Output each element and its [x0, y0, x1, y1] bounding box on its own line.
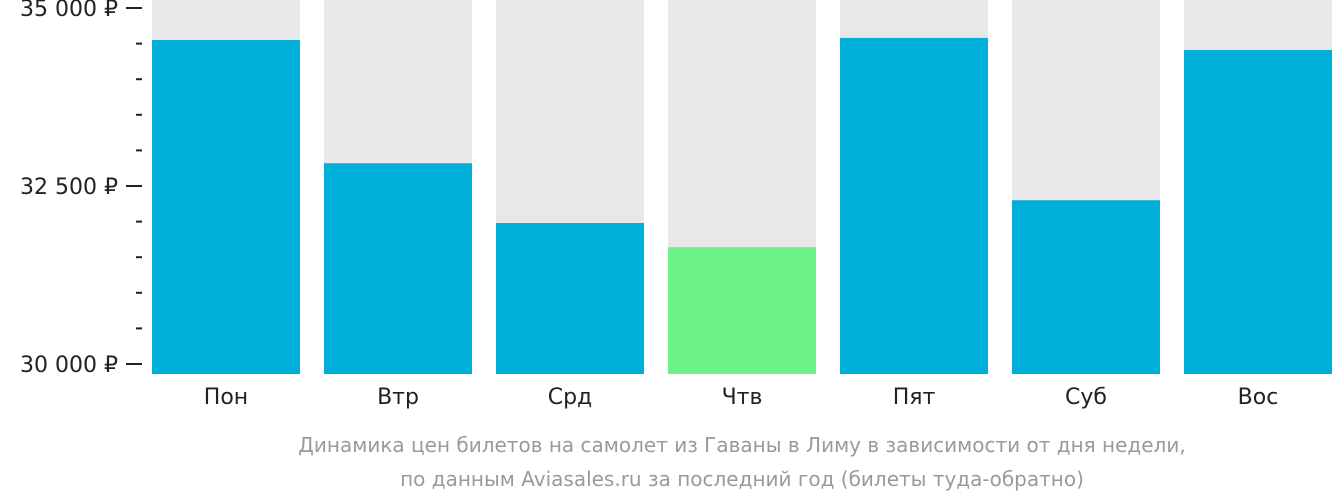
- bar: [496, 223, 644, 374]
- x-tick-label: Пят: [893, 385, 936, 410]
- x-tick-label: Срд: [548, 385, 593, 410]
- x-tick-label: Пон: [204, 385, 248, 410]
- price-by-weekday-bar-chart: 30 000 ₽ 32 500 ₽ 35 000 ₽ Пон Втр Срд Чтв Пят…: [20, 0, 1332, 410]
- x-tick-label: Чтв: [722, 385, 763, 410]
- bar: [840, 37, 988, 375]
- chart-caption-line-1: Динамика цен билетов на самолет из Гаван…: [298, 433, 1186, 457]
- bar: [324, 163, 472, 374]
- x-axis-labels: Пон Втр Срд Чтв Пят Суб Вос: [204, 385, 1279, 410]
- x-tick-label: Суб: [1065, 385, 1107, 410]
- bar: [1012, 200, 1160, 374]
- bar: [668, 247, 816, 374]
- bars-group: [152, 0, 1332, 375]
- y-tick-label: 35 000 ₽: [20, 0, 118, 22]
- chart-caption-line-2: по данным Aviasales.ru за последний год …: [400, 467, 1084, 491]
- bar: [1184, 50, 1332, 375]
- x-tick-label: Вос: [1238, 385, 1279, 410]
- y-axis: 30 000 ₽ 32 500 ₽ 35 000 ₽: [20, 0, 142, 378]
- y-tick-label: 32 500 ₽: [20, 175, 118, 200]
- y-tick-label: 30 000 ₽: [20, 353, 118, 378]
- x-tick-label: Втр: [377, 385, 419, 410]
- bar: [152, 40, 300, 374]
